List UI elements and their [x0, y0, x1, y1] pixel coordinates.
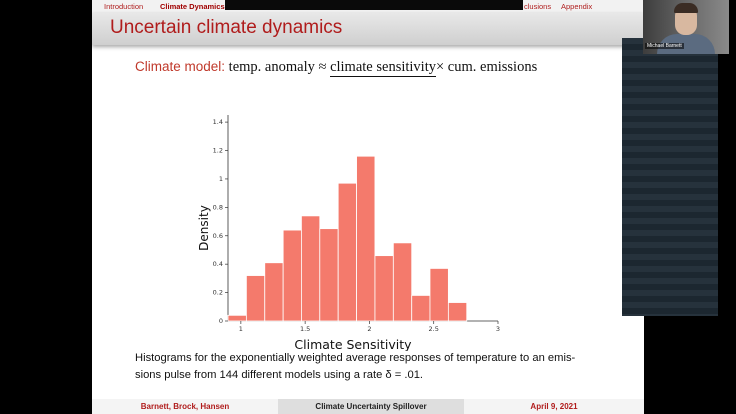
histogram-bar: [447, 302, 468, 322]
histogram-bar: [392, 242, 413, 322]
histogram-chart: 1 1.5 2 2.5 3 0 0.2 0.4 0.6 0.8 1 1.2 1.4 Climate Sen…: [198, 115, 500, 351]
x-tick-label: 3: [496, 325, 500, 333]
section-nav: Introduction Climate Dynamics clusions A…: [92, 0, 644, 13]
title-bar: Uncertain climate dynamics: [92, 13, 644, 45]
y-axis-label: Density: [198, 205, 211, 251]
y-tick-label: 0.2: [213, 289, 223, 297]
nav-item-appendix[interactable]: Appendix: [561, 2, 593, 11]
climate-model-equation: Climate model: temp. anomaly ≈ climate s…: [135, 59, 538, 77]
histogram-bar: [227, 314, 247, 322]
equation-term-emissions: cum. emissions: [447, 59, 538, 75]
overlay-bar: [225, 0, 523, 10]
speaker-name: Michael Barnett: [645, 43, 684, 49]
histogram-bar: [411, 295, 431, 322]
histogram-bar: [356, 155, 376, 322]
equation-lhs: temp. anomaly: [228, 59, 315, 75]
slide-title: Uncertain climate dynamics: [110, 17, 343, 38]
histogram-bar: [264, 262, 284, 322]
y-tick-label: 0.8: [213, 203, 223, 211]
equation-term-sensitivity: climate sensitivity: [330, 59, 436, 77]
x-axis-label: Climate Sensitivity: [294, 337, 412, 351]
approx-symbol: ≈: [318, 59, 327, 75]
footer: Barnett, Brock, Hansen Climate Uncertain…: [92, 399, 644, 414]
y-tick-label: 0: [219, 317, 223, 325]
nav-item-conclusions[interactable]: clusions: [524, 2, 552, 11]
histogram-bar: [337, 182, 357, 322]
speaker-shirt: [657, 34, 715, 54]
histogram-bar: [301, 215, 321, 322]
histogram-bar: [374, 255, 394, 322]
figure-caption: Histograms for the exponentially weighte…: [135, 352, 576, 381]
y-tick-label: 0.4: [213, 260, 223, 268]
nav-item-climate-dynamics[interactable]: Climate Dynamics: [160, 2, 225, 11]
histogram-bar: [319, 228, 339, 322]
speaker-hair: [674, 3, 698, 13]
footer-authors: Barnett, Brock, Hansen: [92, 399, 278, 414]
footer-talk-title: Climate Uncertainty Spillover: [278, 399, 464, 414]
histogram-bar: [282, 229, 302, 322]
video-sidebar: [622, 38, 718, 316]
model-label: Climate model: [135, 59, 222, 74]
histogram-bar: [429, 268, 449, 322]
x-tick-label: 2: [367, 325, 371, 333]
nav-item-introduction[interactable]: Introduction: [104, 2, 144, 11]
x-tick-label: 1.5: [300, 325, 310, 333]
histogram-bar: [245, 275, 266, 322]
x-tick-label: 2.5: [429, 325, 439, 333]
times-symbol: ×: [435, 59, 445, 75]
slide: Introduction Climate Dynamics clusions A…: [92, 0, 644, 414]
webcam-thumbnail[interactable]: Michael Barnett: [643, 0, 729, 54]
y-tick-label: 1: [219, 175, 223, 183]
x-tick-label: 1: [239, 325, 243, 333]
footer-date: April 9, 2021: [464, 399, 644, 414]
y-tick-label: 1.4: [213, 118, 223, 126]
y-tick-label: 1.2: [213, 147, 223, 155]
y-tick-label: 0.6: [213, 232, 223, 240]
